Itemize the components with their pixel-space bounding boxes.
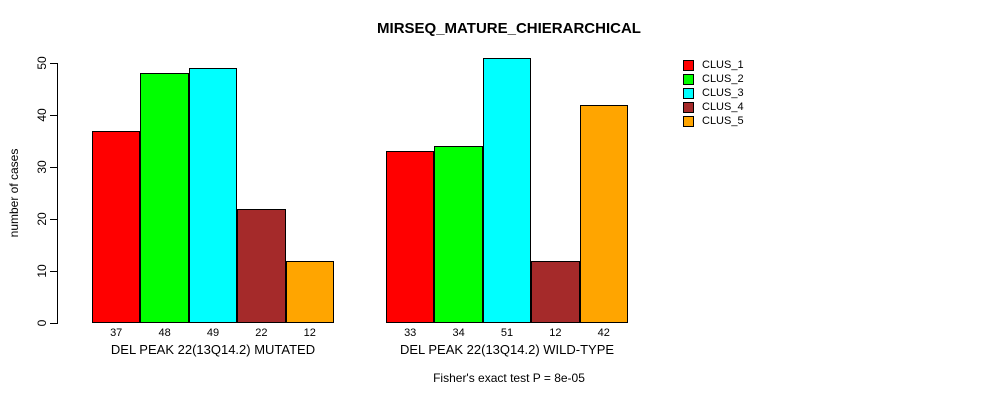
legend-item: CLUS_2 bbox=[683, 72, 744, 86]
legend-label: CLUS_4 bbox=[702, 101, 744, 113]
legend-swatch-clus_5 bbox=[683, 115, 694, 127]
bar-clus_2-cat2 bbox=[434, 146, 483, 323]
bar-clus_5-cat1 bbox=[285, 260, 334, 323]
bar-value-label: 37 bbox=[110, 327, 123, 339]
legend-swatch-clus_2 bbox=[683, 73, 694, 85]
legend-item: CLUS_4 bbox=[683, 100, 744, 114]
bar-clus_1-cat1 bbox=[92, 130, 141, 323]
bar-value-label: 42 bbox=[597, 327, 610, 339]
y-tick bbox=[50, 271, 57, 272]
bar-value-label: 22 bbox=[255, 327, 268, 339]
y-tick-label: 20 bbox=[35, 212, 49, 226]
y-tick bbox=[50, 219, 57, 220]
bar-clus_4-cat2 bbox=[531, 260, 580, 323]
legend-swatch-clus_1 bbox=[683, 59, 694, 71]
y-tick-label: 50 bbox=[35, 56, 49, 70]
y-tick-label: 40 bbox=[35, 108, 49, 122]
caption: Fisher's exact test P = 8e-05 bbox=[433, 371, 585, 385]
legend-swatch-clus_4 bbox=[683, 101, 694, 113]
bar-value-label: 33 bbox=[404, 327, 417, 339]
y-tick bbox=[50, 167, 57, 168]
y-tick bbox=[50, 115, 57, 116]
legend-label: CLUS_3 bbox=[702, 87, 744, 99]
y-axis-line bbox=[57, 63, 58, 324]
bar-clus_2-cat1 bbox=[140, 73, 189, 323]
category-label: DEL PEAK 22(13Q14.2) WILD-TYPE bbox=[399, 342, 615, 357]
legend: CLUS_1 CLUS_2 CLUS_3 CLUS_4 CLUS_5 bbox=[683, 58, 744, 128]
y-tick bbox=[50, 323, 57, 324]
bar-clus_3-cat2 bbox=[482, 57, 532, 323]
chart-title: MIRSEQ_MATURE_CHIERARCHICAL bbox=[377, 20, 641, 37]
legend-item: CLUS_3 bbox=[683, 86, 744, 100]
bar-value-label: 48 bbox=[158, 327, 171, 339]
y-tick bbox=[50, 63, 57, 64]
bar-value-label: 12 bbox=[303, 327, 316, 339]
bar-clus_4-cat1 bbox=[237, 208, 286, 323]
y-tick-label: 0 bbox=[35, 319, 49, 327]
bar-clus_3-cat1 bbox=[188, 68, 238, 323]
legend-item: CLUS_1 bbox=[683, 58, 744, 72]
legend-label: CLUS_5 bbox=[702, 115, 744, 127]
bar-value-label: 34 bbox=[452, 327, 465, 339]
y-axis-label: number of cases bbox=[7, 148, 21, 238]
bar-value-label: 12 bbox=[549, 327, 562, 339]
bar-value-label: 49 bbox=[206, 327, 220, 339]
legend-swatch-clus_3 bbox=[683, 87, 694, 99]
y-tick-label: 10 bbox=[35, 264, 49, 278]
legend-label: CLUS_1 bbox=[702, 59, 744, 71]
y-tick-label: 30 bbox=[35, 160, 49, 174]
category-label: DEL PEAK 22(13Q14.2) MUTATED bbox=[110, 342, 316, 357]
bar-value-label: 51 bbox=[500, 327, 514, 339]
bar-clus_1-cat2 bbox=[386, 151, 435, 323]
bar-clus_5-cat2 bbox=[579, 104, 628, 323]
legend-label: CLUS_2 bbox=[702, 73, 744, 85]
legend-item: CLUS_5 bbox=[683, 114, 744, 128]
